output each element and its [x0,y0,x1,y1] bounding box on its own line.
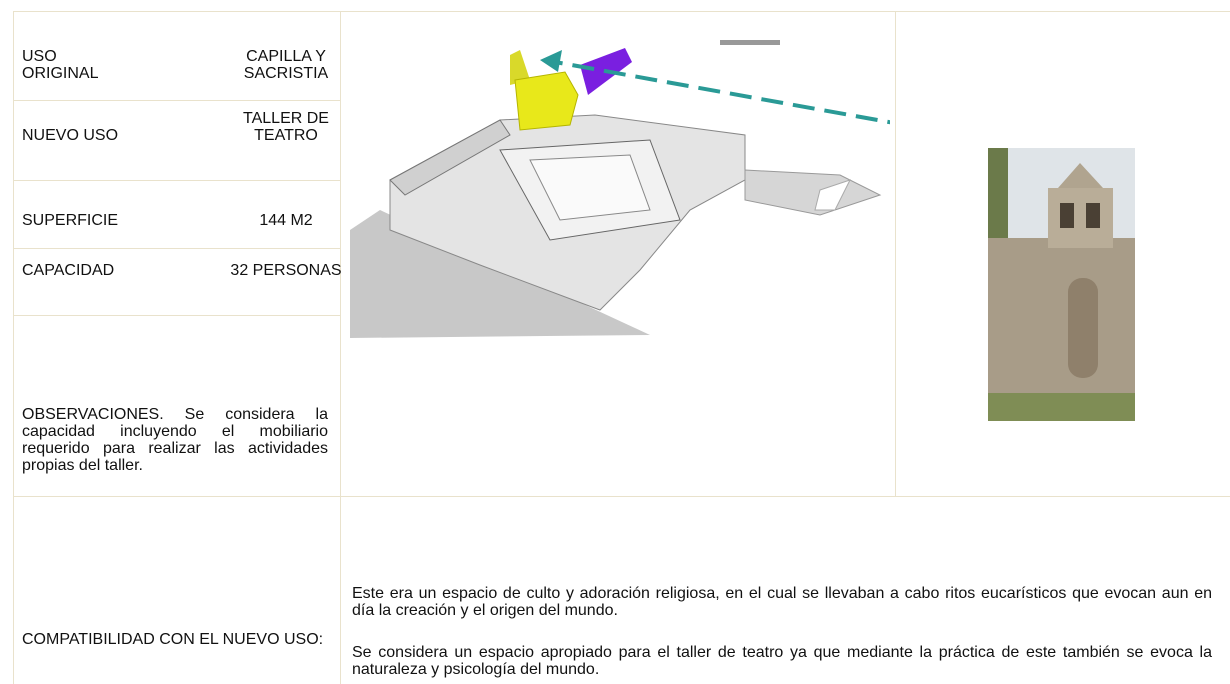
bell-opening [1086,203,1100,228]
row-value: CAPILLA Y SACRISTIA [243,48,329,82]
wall [988,238,1135,398]
shape [389,119,511,196]
border [13,11,1230,12]
grass [988,393,1135,421]
row: USO ORIGINAL CAPILLA Y SACRISTIA [22,48,342,82]
paragraph: Se considera un espacio apropiado para e… [352,644,1212,678]
border [13,100,340,101]
tree [988,148,1008,258]
border [13,248,340,249]
arrow-head [540,50,562,72]
shape [514,71,579,131]
row-value: 32 PERSONAS [230,262,342,279]
belfry-top [1058,163,1103,188]
shape [529,154,651,221]
shape [510,50,530,85]
border [13,315,340,316]
row-label: CAPACIDAD [22,262,115,279]
belfry [1048,188,1113,248]
row-label: NUEVO USO [22,127,119,144]
shape [814,179,851,211]
arrow [554,60,890,125]
bell-opening [1060,203,1074,228]
row: SUPERFICIE 144 M2 [22,212,342,229]
border [340,11,341,684]
border [13,496,1230,497]
row-label: USO ORIGINAL [22,48,99,82]
row-value: 144 M2 [259,212,313,229]
row-label: SUPERFICIE [22,212,119,229]
row: NUEVO USO TALLER DE TEATRO [22,110,342,144]
building-model [350,40,890,338]
shape [744,169,882,216]
arch [1068,278,1098,378]
compatibility-text: Este era un espacio de culto y adoración… [352,585,1212,678]
paragraph: Este era un espacio de culto y adoración… [352,585,1212,619]
row-value: TALLER DE TEATRO [243,110,329,144]
compatibility-label: COMPATIBILIDAD CON EL NUEVO USO: [22,631,324,648]
border [13,11,14,684]
church-photo [988,148,1135,421]
border [13,180,340,181]
border [895,11,896,496]
shape [720,40,780,45]
observations: OBSERVACIONES. Se considera la capacidad… [22,406,328,474]
row: CAPACIDAD 32 PERSONAS [22,262,342,279]
